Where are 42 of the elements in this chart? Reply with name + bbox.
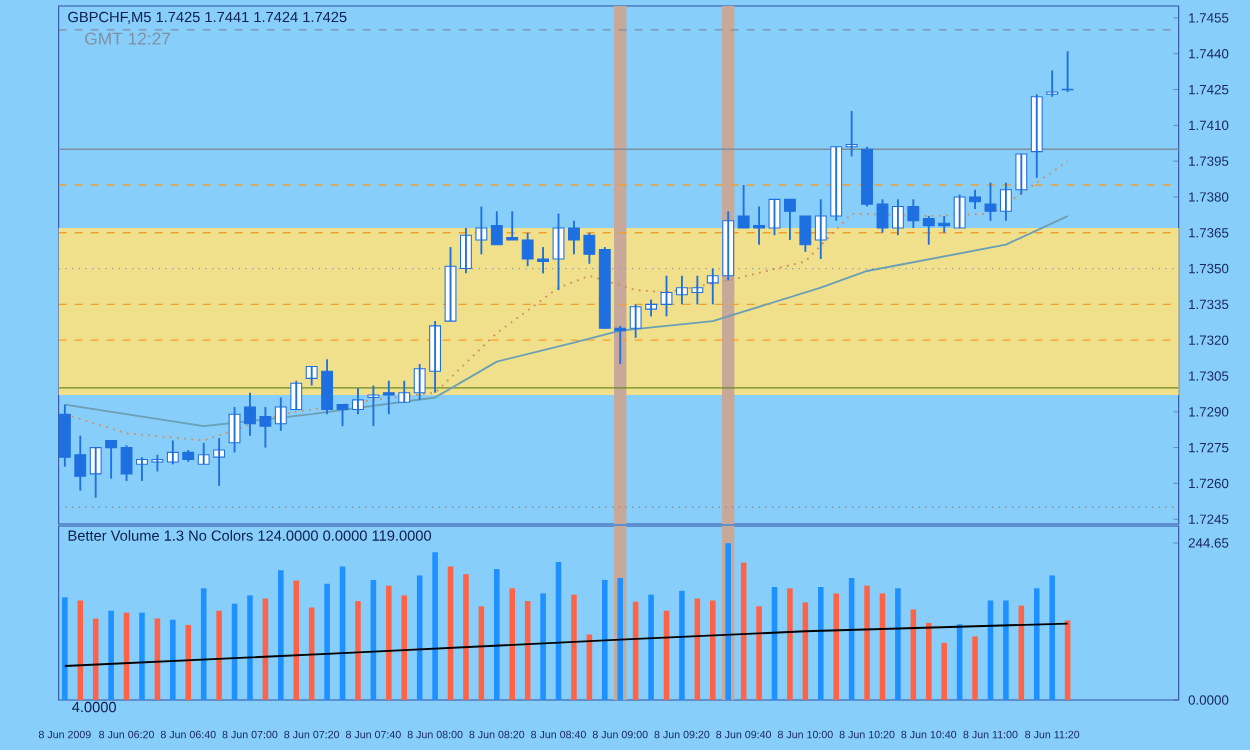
- bar: [324, 583, 330, 700]
- bar: [494, 569, 500, 700]
- bar: [895, 588, 901, 700]
- bar: [833, 593, 839, 700]
- bar: [401, 595, 408, 700]
- bar: [62, 597, 68, 700]
- bar: [756, 606, 762, 700]
- bar: [278, 570, 284, 700]
- bar: [139, 612, 145, 700]
- bar: [355, 601, 361, 700]
- candlestick: [367, 384, 380, 428]
- bar: [972, 636, 978, 700]
- bar: [432, 552, 438, 700]
- bar: [216, 610, 222, 700]
- bar: [1049, 575, 1055, 700]
- bar: [108, 610, 114, 700]
- bar: [941, 642, 947, 700]
- bar: [571, 594, 577, 700]
- bar: [247, 595, 253, 700]
- bar: [540, 593, 546, 700]
- bar: [648, 594, 654, 700]
- line-series: [63, 622, 1069, 667]
- candlestick: [1046, 69, 1059, 98]
- bar: [817, 586, 824, 700]
- bar: [925, 622, 932, 700]
- bar: [617, 578, 623, 700]
- bar: [710, 600, 716, 700]
- bar: [1033, 588, 1040, 700]
- bar: [463, 574, 469, 700]
- bar: [509, 588, 516, 700]
- bar: [185, 624, 192, 700]
- bar: [679, 590, 685, 700]
- bar: [293, 580, 300, 700]
- bar: [602, 579, 608, 700]
- bar: [77, 600, 84, 700]
- bar: [1003, 600, 1009, 700]
- line-series: [63, 215, 1069, 428]
- bar: [386, 585, 392, 700]
- text: GMT 12:27: [85, 32, 171, 45]
- bar: [787, 588, 793, 700]
- bar: [170, 619, 176, 700]
- bar: [864, 585, 870, 700]
